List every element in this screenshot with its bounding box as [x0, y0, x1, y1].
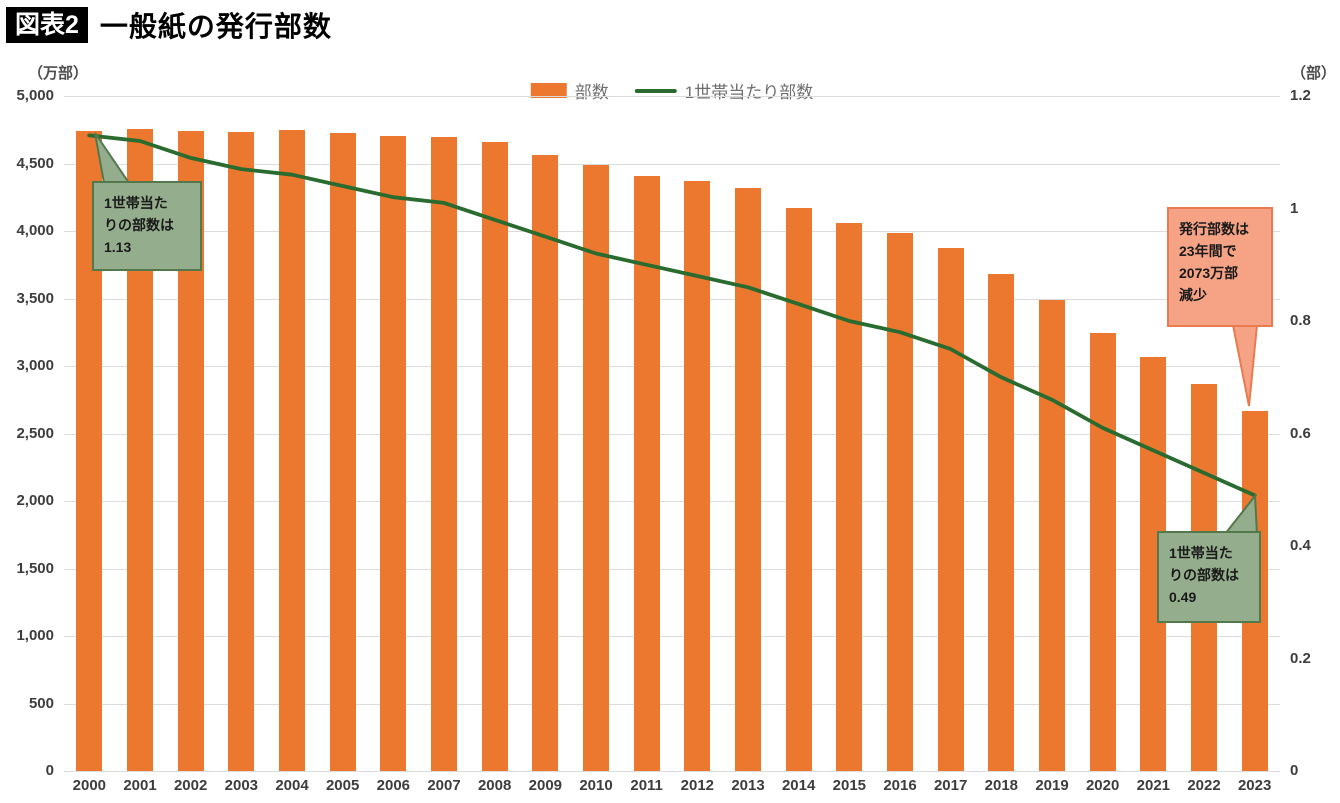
y-axis-tick-left: 1,000 [16, 627, 54, 644]
left-axis-unit: （万部） [28, 65, 89, 82]
y-axis-tick-left: 0 [45, 762, 54, 779]
chart-header: 図表2 一般紙の発行部数 [6, 5, 332, 45]
x-axis-tick: 2013 [731, 777, 765, 794]
gridline [64, 298, 1280, 300]
x-axis-tick: 2022 [1187, 777, 1221, 794]
bar-2008 [481, 142, 508, 771]
bar-2019 [1039, 300, 1065, 771]
annotation-household-2000: 1世帯当た りの部数は 1.13 [92, 181, 202, 271]
bar-2011 [633, 175, 660, 771]
y-axis-tick-left: 3,000 [16, 357, 54, 374]
gridline [64, 501, 1280, 502]
gridline [64, 163, 1280, 165]
legend: 部数 1世帯当たり部数 [530, 78, 814, 103]
x-axis-tick: 2017 [933, 777, 968, 794]
x-axis-tick: 2011 [630, 777, 663, 794]
y-axis-tick-right: 0.8 [1290, 312, 1311, 329]
bar-swatch-icon [530, 83, 567, 98]
y-axis-tick-right: 0.6 [1290, 424, 1311, 442]
bar-2018 [988, 273, 1015, 771]
y-axis-tick-left: 4,500 [16, 154, 54, 172]
y-axis-tick-left: 2,000 [16, 492, 54, 509]
gridline [64, 96, 1280, 97]
bar-2017 [937, 247, 964, 771]
y-axis-tick-right: 1 [1290, 199, 1299, 217]
y-axis-tick-right: 1.2 [1290, 87, 1311, 104]
legend-label-line: 1世帯当たり部数 [684, 83, 814, 102]
gridline [64, 433, 1280, 435]
bar-2004 [279, 130, 305, 771]
annotation-household-2023: 1世帯当た りの部数は 0.49 [1157, 531, 1261, 623]
x-axis-tick: 2021 [1136, 777, 1171, 794]
y-axis-tick-left: 3,500 [16, 289, 54, 307]
annotation-circulation-decline: 発行部数は 23年間で 2073万部 減少 [1167, 207, 1273, 327]
y-axis-tick-left: 5,000 [16, 87, 54, 104]
page-title: 一般紙の発行部数 [99, 11, 332, 42]
x-axis-tick: 2004 [275, 777, 309, 794]
gridline [64, 703, 1280, 705]
x-axis-tick: 2016 [883, 777, 917, 794]
per-household-line [87, 133, 1257, 498]
bar-2007 [431, 136, 457, 771]
x-axis-tick: 2009 [528, 777, 563, 794]
x-axis-tick: 2020 [1085, 777, 1120, 794]
bar-2003 [228, 132, 255, 771]
plot-area [64, 96, 1280, 772]
bar-2020 [1089, 332, 1116, 771]
bar-2006 [380, 135, 407, 771]
bar-2005 [329, 133, 356, 771]
legend-label-bars: 部数 [574, 83, 609, 102]
x-axis-tick: 2002 [173, 777, 208, 794]
callout-tail-start [94, 132, 131, 184]
x-axis-tick: 2012 [680, 777, 715, 794]
x-axis-tick: 2010 [579, 777, 613, 794]
line-swatch-icon [634, 88, 677, 93]
y-axis-tick-left: 1,500 [16, 559, 54, 577]
callout-tail-decline [1231, 324, 1259, 407]
x-axis-tick: 2001 [123, 777, 157, 794]
y-axis-tick-right: 0.2 [1290, 649, 1311, 667]
gridline [64, 636, 1280, 637]
y-axis-tick-left: 2,500 [16, 424, 54, 442]
x-axis-tick: 2000 [72, 777, 107, 794]
x-axis-tick: 2007 [427, 777, 461, 794]
gridline [64, 366, 1280, 367]
legend-item-bars: 部数 [530, 78, 609, 103]
y-axis-tick-right: 0 [1290, 762, 1299, 779]
legend-item-line: 1世帯当たり部数 [634, 78, 814, 103]
callout-tail-end [1222, 494, 1259, 535]
bar-2016 [887, 233, 913, 771]
bar-2015 [836, 222, 863, 771]
x-axis-tick: 2014 [781, 777, 816, 794]
gridline [64, 231, 1280, 232]
x-axis-tick: 2019 [1035, 777, 1069, 794]
x-axis-tick: 2003 [224, 777, 259, 794]
bar-2009 [532, 154, 559, 771]
x-axis-tick: 2008 [477, 777, 512, 794]
gridline [64, 568, 1280, 570]
x-axis-tick: 2015 [832, 777, 867, 794]
y-axis-tick-left: 4,000 [16, 222, 54, 239]
gridline [64, 771, 1280, 772]
x-axis-tick: 2005 [325, 777, 360, 794]
figure-badge: 図表2 [6, 7, 88, 43]
right-axis-unit: （部） [1290, 65, 1336, 82]
x-axis-tick: 2018 [984, 777, 1019, 794]
y-axis-tick-right: 0.4 [1290, 537, 1311, 554]
bar-2010 [583, 164, 609, 771]
y-axis-tick-left: 500 [28, 694, 54, 712]
x-axis-tick: 2006 [376, 777, 411, 794]
x-axis-tick: 2023 [1237, 777, 1272, 794]
